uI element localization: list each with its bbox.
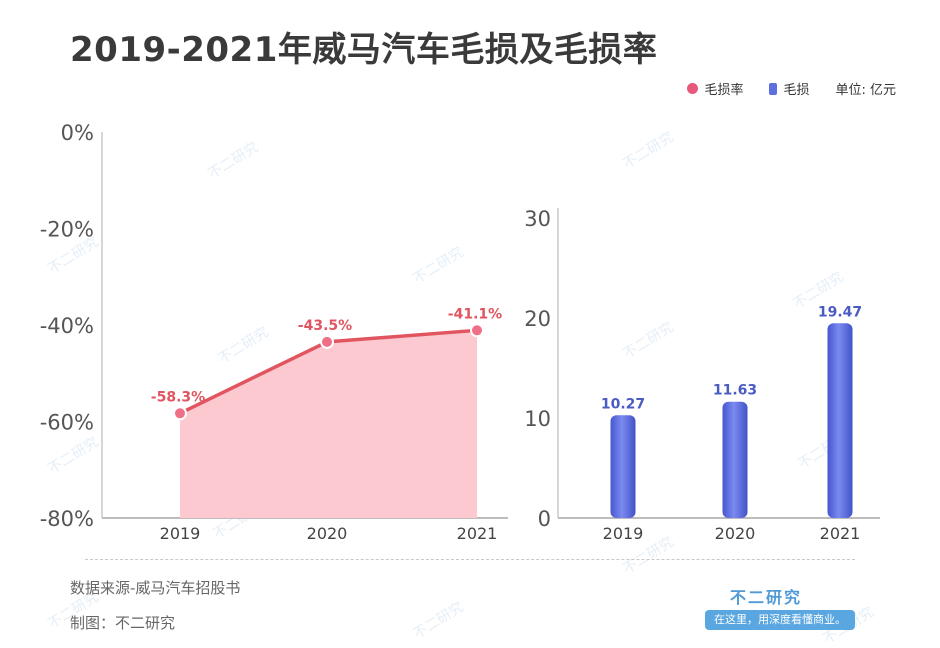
right-x-tick-label: 2019 bbox=[603, 524, 644, 543]
loss-data-label: 19.47 bbox=[818, 304, 862, 320]
loss-bar bbox=[722, 401, 748, 518]
left-y-tick-label: -80% bbox=[40, 507, 94, 531]
legend-rate-label: 毛损率 bbox=[704, 83, 744, 98]
brand-name: 不二研究 bbox=[730, 588, 803, 607]
loss-data-label: 10.27 bbox=[601, 396, 645, 412]
left-y-tick-label: -40% bbox=[40, 314, 94, 338]
left-x-tick-label: 2020 bbox=[307, 524, 348, 543]
left-y-tick-label: -60% bbox=[40, 411, 94, 435]
right-x-tick-label: 2021 bbox=[820, 524, 861, 543]
left-x-tick-label: 2021 bbox=[457, 524, 498, 543]
rate-area bbox=[180, 330, 477, 518]
right-y-tick-label: 30 bbox=[524, 207, 551, 231]
chart-maker: 制图：不二研究 bbox=[70, 614, 176, 632]
chart-title: 2019-2021年威马汽车毛损及毛损率 bbox=[70, 30, 658, 70]
rate-data-label: -58.3% bbox=[151, 389, 205, 405]
rate-point bbox=[470, 323, 484, 338]
left-y-tick-label: -20% bbox=[40, 218, 94, 242]
right-x-tick-label: 2020 bbox=[715, 524, 756, 543]
rate-data-label: -43.5% bbox=[298, 318, 352, 334]
left-y-tick-label: 0% bbox=[61, 121, 94, 145]
rate-point bbox=[320, 334, 334, 349]
legend-loss-marker bbox=[769, 82, 778, 95]
data-source: 数据来源-威马汽车招股书 bbox=[70, 579, 241, 597]
rate-data-label: -41.1% bbox=[448, 306, 502, 322]
loss-bar bbox=[610, 415, 636, 518]
brand-slogan: 在这里，用深度看懂商业。 bbox=[705, 610, 855, 630]
loss-bar bbox=[827, 323, 853, 518]
legend-loss-label: 毛损 bbox=[783, 83, 810, 98]
right-y-tick-label: 0 bbox=[538, 507, 551, 531]
right-y-tick-label: 20 bbox=[524, 307, 551, 331]
footer-divider bbox=[85, 559, 855, 560]
legend: 毛损率 毛损 单位: 亿元 bbox=[687, 79, 896, 98]
rate-point bbox=[173, 406, 187, 421]
loss-data-label: 11.63 bbox=[713, 383, 757, 399]
left-x-tick-label: 2019 bbox=[160, 524, 201, 543]
unit-label: 单位: 亿元 bbox=[835, 83, 896, 98]
legend-rate-marker bbox=[687, 83, 699, 94]
right-y-tick-label: 10 bbox=[524, 407, 551, 431]
